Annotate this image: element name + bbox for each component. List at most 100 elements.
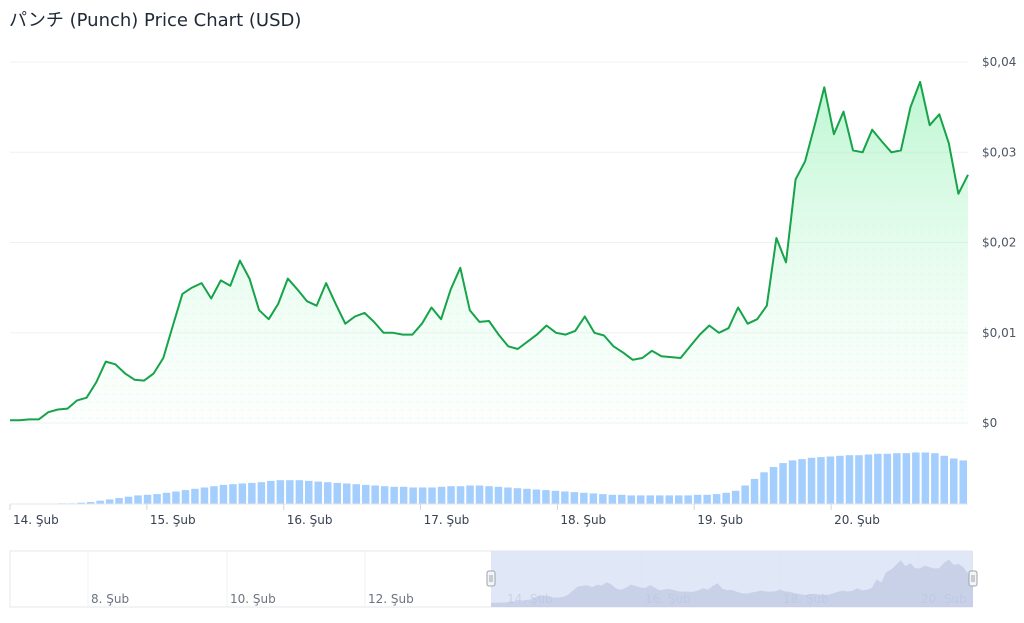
volume-bar xyxy=(883,453,892,504)
volume-bar xyxy=(115,498,123,504)
volume-bar xyxy=(580,492,588,504)
volume-bar xyxy=(931,453,939,504)
volume-bar xyxy=(219,484,228,504)
volume-bar xyxy=(352,484,360,504)
volume-bar xyxy=(637,495,645,504)
price-line xyxy=(10,80,969,422)
volume-bar xyxy=(779,463,787,504)
volume-bar xyxy=(494,486,503,504)
volume-bar xyxy=(181,490,190,504)
volume-bar xyxy=(513,488,522,504)
volume-bar xyxy=(912,452,920,504)
price-series-line xyxy=(10,80,969,422)
navigator-tick-label: 10. Şub xyxy=(230,592,276,606)
volume-bar xyxy=(333,482,341,504)
page-title: パンチ (Punch) Price Chart (USD) xyxy=(9,10,302,31)
volume-bar xyxy=(504,487,512,504)
volume-bar xyxy=(902,453,911,504)
volume-bar xyxy=(456,486,465,504)
volume-bar xyxy=(143,494,152,504)
volume-bar xyxy=(950,458,958,504)
volume-bar xyxy=(105,499,114,504)
volume-bar xyxy=(96,500,104,504)
volume-bar xyxy=(77,502,85,504)
volume-bar xyxy=(134,495,142,504)
x-tick-label: 14. Şub xyxy=(13,513,59,527)
volume-bar xyxy=(599,494,607,504)
volume-bar xyxy=(817,457,825,504)
x-tick-label: 20. Şub xyxy=(834,513,880,527)
volume-bar xyxy=(855,455,863,504)
volume-bar xyxy=(305,480,313,504)
volume-bar xyxy=(314,481,322,504)
volume-bar xyxy=(475,485,484,504)
volume-bar xyxy=(485,486,493,504)
volume-bar xyxy=(153,494,161,504)
volume-bar xyxy=(675,495,683,504)
volume-bar xyxy=(267,480,275,504)
volume-bar xyxy=(845,455,854,504)
volume-bar xyxy=(324,482,332,504)
volume-bar xyxy=(665,495,673,504)
volume-bar xyxy=(836,455,844,504)
volume-bar xyxy=(874,453,882,504)
volume-bar xyxy=(371,485,379,504)
volume-bar xyxy=(447,486,455,504)
volume-bar xyxy=(295,480,304,504)
volume-bar xyxy=(712,494,721,504)
volume-bar xyxy=(380,486,389,504)
volume-bar xyxy=(561,491,569,504)
volume-bar xyxy=(760,472,768,504)
volume-bar xyxy=(893,453,901,504)
volume-bar xyxy=(826,456,835,504)
volume-bar xyxy=(362,484,370,504)
volume-bar xyxy=(693,494,702,504)
volume-bar xyxy=(646,495,654,504)
y-tick-label: $0,03 xyxy=(982,145,1016,159)
volume-bars xyxy=(10,452,968,505)
volume-bar xyxy=(523,488,531,504)
volume-bar xyxy=(551,490,560,504)
volume-bar xyxy=(788,460,797,504)
volume-bar xyxy=(343,483,351,504)
x-tick-label: 19. Şub xyxy=(697,513,743,527)
volume-bar xyxy=(703,494,711,504)
x-tick-label: 15. Şub xyxy=(150,513,196,527)
volume-bar xyxy=(399,486,408,504)
volume-bar xyxy=(124,496,133,504)
navigator-series xyxy=(491,559,973,607)
navigator-handle-left[interactable] xyxy=(486,570,496,587)
volume-bar xyxy=(731,490,740,504)
volume-bar xyxy=(437,486,446,504)
y-tick-label: $0,02 xyxy=(982,236,1016,250)
volume-bar xyxy=(542,490,550,504)
volume-bar xyxy=(570,492,579,504)
volume-bar xyxy=(750,478,759,504)
navigator-handle-right[interactable] xyxy=(968,570,978,587)
volume-bar xyxy=(257,482,266,504)
volume-bar xyxy=(286,480,294,504)
x-tick-label: 17. Şub xyxy=(424,513,470,527)
volume-bar xyxy=(618,494,626,504)
price-area-dots xyxy=(10,81,968,424)
volume-bar xyxy=(627,495,635,504)
volume-bar xyxy=(409,487,417,504)
volume-bar xyxy=(741,485,749,504)
volume-bar xyxy=(200,487,209,504)
volume-bar xyxy=(589,493,598,504)
volume-bar xyxy=(172,491,180,504)
volume-bar xyxy=(191,488,199,504)
y-axis: $0 $0,01 $0,02 $0,03 $0,04 xyxy=(982,55,1016,430)
volume-bar xyxy=(276,480,285,504)
volume-bar xyxy=(921,452,930,504)
volume-bar xyxy=(864,454,873,504)
volume-bar xyxy=(418,487,427,504)
x-axis: 14. Şub 15. Şub 16. Şub 17. Şub 18. Şub 19. Ş… xyxy=(9,504,880,527)
volume-bar xyxy=(769,467,778,504)
navigator-tick-label: 8. Şub xyxy=(91,592,129,606)
volume-bar xyxy=(86,502,95,504)
y-tick-label: $0 xyxy=(982,416,997,430)
x-tick-label: 16. Şub xyxy=(287,513,333,527)
